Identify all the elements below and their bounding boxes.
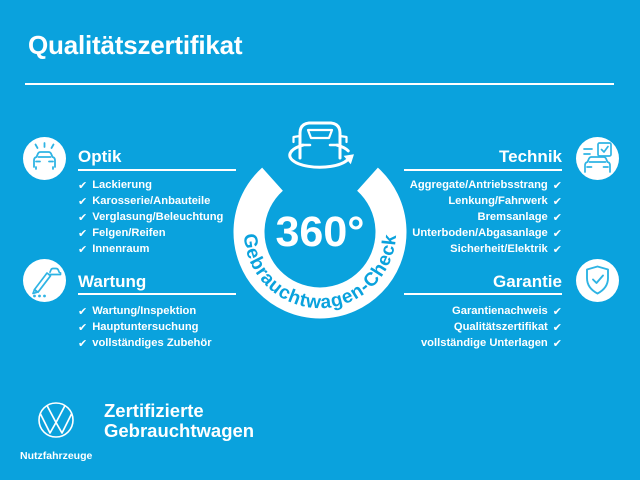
checklist-item: vollständige Unterlagen ✔ (340, 335, 562, 351)
garantie-checklist: Garantienachweis ✔ Qualitätszertifikat ✔ v… (340, 303, 562, 351)
shield-check-icon (575, 258, 620, 303)
check-icon: ✔ (78, 242, 88, 256)
check-icon: ✔ (552, 242, 562, 256)
check-icon: ✔ (78, 178, 88, 192)
checklist-item: ✔ Hauptuntersuchung (78, 319, 212, 335)
checklist-item: ✔ Verglasung/Beleuchtung (78, 209, 223, 225)
wartung-checklist: ✔ Wartung/Inspektion ✔ Hauptuntersuchung ✔… (78, 303, 212, 351)
tagline-line2: Gebrauchtwagen (104, 419, 255, 441)
technik-checklist: Aggregate/Antriebsstrang ✔ Lenkung/Fahrwe… (340, 177, 562, 257)
checklist-item: Lenkung/Fahrwerk ✔ (340, 193, 562, 209)
garantie-underline (404, 293, 562, 295)
check-icon: ✔ (552, 210, 562, 224)
tagline: Zertifizierte Gebrauchtwagen (104, 401, 254, 440)
degree-label: 360° (276, 208, 365, 256)
item-label: Karosserie/Anbauteile (92, 195, 211, 207)
garantie-heading: Garantie (493, 272, 562, 291)
service-pen-car-icon (22, 258, 67, 303)
optik-checklist: ✔ Lackierung ✔ Karosserie/Anbauteile ✔ Verg… (78, 177, 223, 257)
check-icon: ✔ (78, 210, 88, 224)
item-label: Wartung/Inspektion (92, 305, 197, 317)
item-label: Sicherheit/Elektrik (450, 243, 548, 255)
checklist-item: ✔ Lackierung (78, 177, 223, 193)
optik-heading: Optik (78, 147, 122, 166)
checklist-item: ✔ Karosserie/Anbauteile (78, 193, 223, 209)
item-label: vollständige Unterlagen (420, 337, 548, 349)
check-icon: ✔ (552, 320, 562, 334)
check-icon: ✔ (552, 194, 562, 208)
title-divider (25, 83, 614, 85)
checklist-item: Aggregate/Antriebsstrang ✔ (340, 177, 562, 193)
check-icon: ✔ (552, 226, 562, 240)
technik-underline (404, 169, 562, 171)
check-icon: ✔ (78, 336, 88, 350)
vw-logo (36, 400, 76, 440)
checklist-item: Sicherheit/Elektrik ✔ (340, 241, 562, 257)
item-label: Bremsanlage (477, 211, 548, 223)
checklist-item: Garantienachweis ✔ (340, 303, 562, 319)
ring-arc (233, 167, 407, 319)
item-label: Unterboden/Abgasanlage (412, 227, 548, 239)
check-icon: ✔ (78, 194, 88, 208)
item-label: Lackierung (92, 179, 152, 191)
brand-wordmark: Nutzfahrzeuge (20, 450, 93, 462)
checklist-item: ✔ Innenraum (78, 241, 223, 257)
item-label: Garantienachweis (452, 305, 548, 317)
checklist-item: Qualitätszertifikat ✔ (340, 319, 562, 335)
item-label: vollständiges Zubehör (92, 337, 212, 349)
technik-heading: Technik (499, 147, 562, 166)
wartung-underline (78, 293, 236, 295)
item-label: Lenkung/Fahrwerk (448, 195, 548, 207)
checklist-item: Bremsanlage ✔ (340, 209, 563, 225)
item-label: Felgen/Reifen (92, 227, 166, 239)
wartung-heading: Wartung (78, 272, 147, 291)
check-icon: ✔ (78, 304, 88, 318)
item-label: Qualitätszertifikat (453, 321, 548, 333)
checklist-item: ✔ vollständiges Zubehör (78, 335, 212, 351)
tagline-line1: Zertifizierte (104, 400, 204, 421)
item-label: Verglasung/Beleuchtung (92, 211, 224, 223)
check-icon: ✔ (552, 304, 562, 318)
item-label: Aggregate/Antriebsstrang (409, 179, 548, 191)
checklist-item: ✔ Felgen/Reifen (78, 225, 223, 241)
check-icon: ✔ (78, 226, 88, 240)
page-title: Qualitätszertifikat (28, 30, 243, 60)
car-360-rotation-icon (288, 121, 354, 169)
optik-underline (78, 169, 236, 171)
check-icon: ✔ (552, 336, 562, 350)
checklist-item: Unterboden/Abgasanlage ✔ (340, 225, 562, 241)
item-label: Innenraum (92, 243, 150, 255)
item-label: Hauptuntersuchung (92, 321, 199, 333)
car-checklist-icon (575, 136, 620, 181)
check-icon: ✔ (78, 320, 88, 334)
check-icon: ✔ (552, 178, 562, 192)
car-shine-icon (22, 136, 67, 181)
checklist-item: ✔ Wartung/Inspektion (78, 303, 212, 319)
